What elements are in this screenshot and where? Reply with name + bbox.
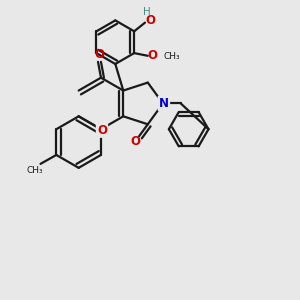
- Text: O: O: [148, 49, 158, 62]
- Text: N: N: [159, 97, 169, 110]
- Text: O: O: [130, 135, 140, 148]
- Text: O: O: [97, 124, 107, 137]
- Text: CH₃: CH₃: [164, 52, 180, 61]
- Text: N: N: [159, 97, 169, 110]
- Text: CH₃: CH₃: [26, 166, 43, 175]
- Text: H: H: [143, 7, 151, 17]
- Text: O: O: [145, 14, 155, 27]
- Text: N: N: [159, 97, 169, 110]
- Text: O: O: [97, 124, 107, 137]
- Text: O: O: [94, 48, 104, 62]
